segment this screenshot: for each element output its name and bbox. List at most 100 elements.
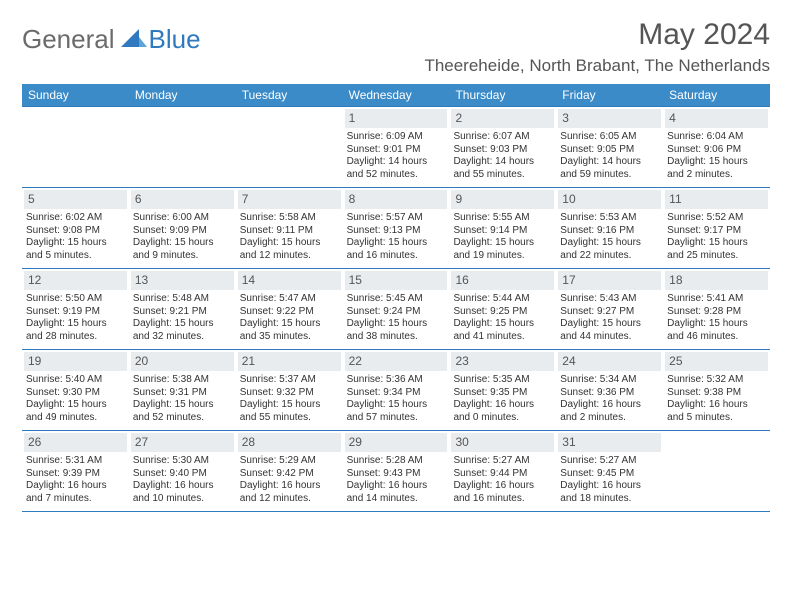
daylight-text: Daylight: 16 hours: [451, 480, 554, 493]
day-cell: 21Sunrise: 5:37 AMSunset: 9:32 PMDayligh…: [236, 350, 343, 430]
daylight-text: and 9 minutes.: [131, 250, 234, 263]
day-cell: 11Sunrise: 5:52 AMSunset: 9:17 PMDayligh…: [663, 188, 770, 268]
day-header: Tuesday: [236, 84, 343, 106]
day-cell: 29Sunrise: 5:28 AMSunset: 9:43 PMDayligh…: [343, 431, 450, 511]
brand-text-general: General: [22, 24, 115, 55]
sunset-text: Sunset: 9:06 PM: [665, 144, 768, 157]
daylight-text: and 12 minutes.: [238, 493, 341, 506]
daylight-text: and 55 minutes.: [451, 169, 554, 182]
daylight-text: Daylight: 15 hours: [24, 318, 127, 331]
day-cell: 26Sunrise: 5:31 AMSunset: 9:39 PMDayligh…: [22, 431, 129, 511]
day-cell: 27Sunrise: 5:30 AMSunset: 9:40 PMDayligh…: [129, 431, 236, 511]
sunset-text: Sunset: 9:01 PM: [345, 144, 448, 157]
day-number: 20: [131, 352, 234, 371]
sunrise-text: Sunrise: 5:35 AM: [451, 374, 554, 387]
day-cell: 24Sunrise: 5:34 AMSunset: 9:36 PMDayligh…: [556, 350, 663, 430]
daylight-text: Daylight: 15 hours: [345, 318, 448, 331]
daylight-text: and 32 minutes.: [131, 331, 234, 344]
day-number: 6: [131, 190, 234, 209]
daylight-text: Daylight: 16 hours: [131, 480, 234, 493]
day-cell: 31Sunrise: 5:27 AMSunset: 9:45 PMDayligh…: [556, 431, 663, 511]
daylight-text: Daylight: 15 hours: [665, 318, 768, 331]
day-number: 13: [131, 271, 234, 290]
daylight-text: and 52 minutes.: [131, 412, 234, 425]
day-cell: 9Sunrise: 5:55 AMSunset: 9:14 PMDaylight…: [449, 188, 556, 268]
brand-logo: General Blue: [22, 24, 201, 55]
daylight-text: Daylight: 15 hours: [24, 237, 127, 250]
daylight-text: Daylight: 16 hours: [665, 399, 768, 412]
day-cell: 28Sunrise: 5:29 AMSunset: 9:42 PMDayligh…: [236, 431, 343, 511]
sunset-text: Sunset: 9:28 PM: [665, 306, 768, 319]
sunset-text: Sunset: 9:35 PM: [451, 387, 554, 400]
sunset-text: Sunset: 9:30 PM: [24, 387, 127, 400]
sunrise-text: Sunrise: 5:48 AM: [131, 293, 234, 306]
sunset-text: Sunset: 9:19 PM: [24, 306, 127, 319]
day-number: 15: [345, 271, 448, 290]
sunset-text: Sunset: 9:22 PM: [238, 306, 341, 319]
sunset-text: Sunset: 9:13 PM: [345, 225, 448, 238]
sunrise-text: Sunrise: 5:44 AM: [451, 293, 554, 306]
sunrise-text: Sunrise: 6:05 AM: [558, 131, 661, 144]
day-cell: 20Sunrise: 5:38 AMSunset: 9:31 PMDayligh…: [129, 350, 236, 430]
sunset-text: Sunset: 9:27 PM: [558, 306, 661, 319]
week-row: 12Sunrise: 5:50 AMSunset: 9:19 PMDayligh…: [22, 268, 770, 349]
day-number: 12: [24, 271, 127, 290]
daylight-text: and 7 minutes.: [24, 493, 127, 506]
calendar-page: General Blue May 2024 Theereheide, North…: [0, 0, 792, 530]
day-number: 8: [345, 190, 448, 209]
daylight-text: and 0 minutes.: [451, 412, 554, 425]
daylight-text: and 16 minutes.: [451, 493, 554, 506]
sunset-text: Sunset: 9:09 PM: [131, 225, 234, 238]
day-number: 11: [665, 190, 768, 209]
daylight-text: and 55 minutes.: [238, 412, 341, 425]
sunrise-text: Sunrise: 5:32 AM: [665, 374, 768, 387]
day-cell: 1Sunrise: 6:09 AMSunset: 9:01 PMDaylight…: [343, 107, 450, 187]
day-header: Friday: [556, 84, 663, 106]
daylight-text: Daylight: 15 hours: [665, 237, 768, 250]
sunrise-text: Sunrise: 5:58 AM: [238, 212, 341, 225]
sunrise-text: Sunrise: 5:37 AM: [238, 374, 341, 387]
sunrise-text: Sunrise: 5:28 AM: [345, 455, 448, 468]
day-number: 16: [451, 271, 554, 290]
location-text: Theereheide, North Brabant, The Netherla…: [424, 56, 770, 76]
day-cell: [129, 107, 236, 187]
daylight-text: and 5 minutes.: [24, 250, 127, 263]
day-header: Thursday: [449, 84, 556, 106]
daylight-text: and 16 minutes.: [345, 250, 448, 263]
day-cell: 10Sunrise: 5:53 AMSunset: 9:16 PMDayligh…: [556, 188, 663, 268]
sunset-text: Sunset: 9:17 PM: [665, 225, 768, 238]
daylight-text: Daylight: 16 hours: [24, 480, 127, 493]
calendar-grid: Sunday Monday Tuesday Wednesday Thursday…: [22, 84, 770, 512]
daylight-text: and 12 minutes.: [238, 250, 341, 263]
day-header-row: Sunday Monday Tuesday Wednesday Thursday…: [22, 84, 770, 106]
sunset-text: Sunset: 9:32 PM: [238, 387, 341, 400]
sunrise-text: Sunrise: 5:55 AM: [451, 212, 554, 225]
day-cell: 12Sunrise: 5:50 AMSunset: 9:19 PMDayligh…: [22, 269, 129, 349]
header-row: General Blue May 2024 Theereheide, North…: [22, 18, 770, 76]
daylight-text: and 10 minutes.: [131, 493, 234, 506]
sunrise-text: Sunrise: 5:27 AM: [451, 455, 554, 468]
sunset-text: Sunset: 9:11 PM: [238, 225, 341, 238]
day-number: 21: [238, 352, 341, 371]
sunrise-text: Sunrise: 5:27 AM: [558, 455, 661, 468]
sunrise-text: Sunrise: 5:34 AM: [558, 374, 661, 387]
daylight-text: Daylight: 15 hours: [345, 399, 448, 412]
daylight-text: Daylight: 14 hours: [451, 156, 554, 169]
sunset-text: Sunset: 9:38 PM: [665, 387, 768, 400]
sunrise-text: Sunrise: 5:53 AM: [558, 212, 661, 225]
week-row: 19Sunrise: 5:40 AMSunset: 9:30 PMDayligh…: [22, 349, 770, 430]
day-number: 28: [238, 433, 341, 452]
daylight-text: Daylight: 15 hours: [131, 399, 234, 412]
day-number: 3: [558, 109, 661, 128]
day-number: 22: [345, 352, 448, 371]
day-cell: [236, 107, 343, 187]
daylight-text: and 2 minutes.: [665, 169, 768, 182]
sunrise-text: Sunrise: 6:04 AM: [665, 131, 768, 144]
day-cell: 5Sunrise: 6:02 AMSunset: 9:08 PMDaylight…: [22, 188, 129, 268]
day-number: 23: [451, 352, 554, 371]
day-cell: 17Sunrise: 5:43 AMSunset: 9:27 PMDayligh…: [556, 269, 663, 349]
sunrise-text: Sunrise: 5:47 AM: [238, 293, 341, 306]
daylight-text: and 41 minutes.: [451, 331, 554, 344]
sunrise-text: Sunrise: 6:00 AM: [131, 212, 234, 225]
daylight-text: and 18 minutes.: [558, 493, 661, 506]
